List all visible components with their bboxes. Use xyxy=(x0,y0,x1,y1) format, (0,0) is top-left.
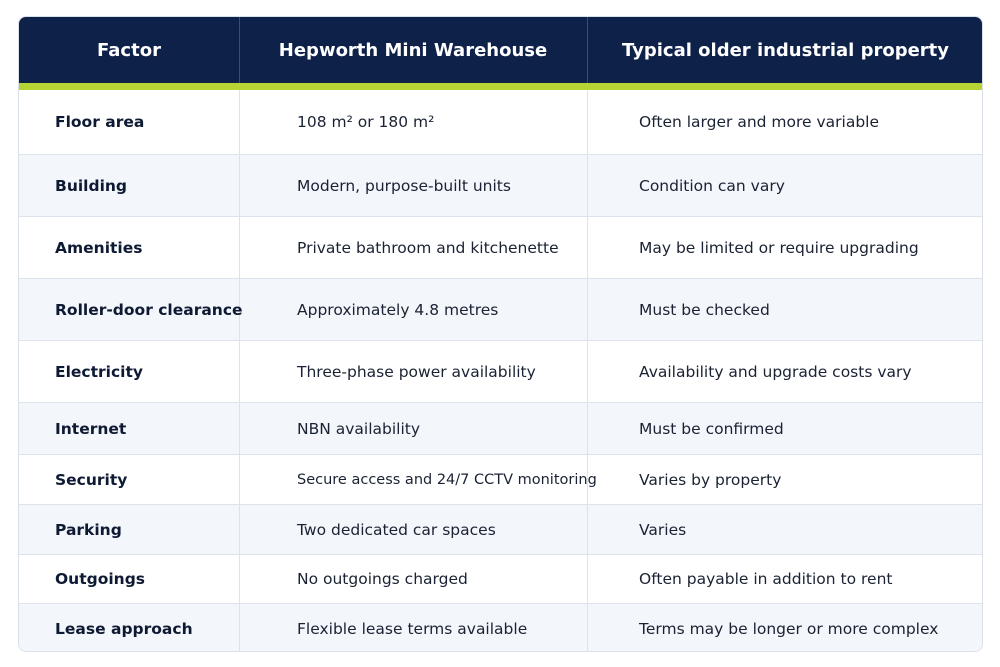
column-divider xyxy=(587,455,588,504)
column-divider xyxy=(239,555,240,603)
table-row: Lease approach Flexible lease terms avail… xyxy=(19,603,982,651)
table-row: Parking Two dedicated car spaces Varies xyxy=(19,504,982,554)
value-cell: Must be checked xyxy=(639,300,770,319)
column-divider xyxy=(587,403,588,454)
value-cell: Condition can vary xyxy=(639,176,785,195)
column-divider xyxy=(587,17,588,83)
factor-cell: Outgoings xyxy=(55,570,146,588)
column-divider xyxy=(239,455,240,504)
table-row: Outgoings No outgoings charged Often payab… xyxy=(19,554,982,603)
value-cell: Varies by property xyxy=(639,470,782,489)
factor-cell: Amenities xyxy=(55,238,143,257)
column-divider xyxy=(239,155,240,216)
column-divider xyxy=(587,604,588,651)
column-divider xyxy=(239,341,240,402)
value-cell: Private bathroom and kitchenette xyxy=(297,238,559,257)
table-row: Security Secure access and 24/7 CCTV moni… xyxy=(19,454,982,504)
value-cell: Modern, purpose-built units xyxy=(297,176,511,195)
value-cell: Three-phase power availability xyxy=(297,362,536,381)
factor-cell: Lease approach xyxy=(55,619,193,638)
value-cell: Flexible lease terms available xyxy=(297,619,528,638)
factor-cell: Electricity xyxy=(55,362,143,381)
table-row: Roller-door clearance Approximately 4.8 m… xyxy=(19,278,982,340)
column-divider xyxy=(587,155,588,216)
value-cell: Availability and upgrade costs vary xyxy=(639,362,912,381)
factor-cell: Floor area xyxy=(55,113,145,131)
comparison-table: Factor Hepworth Mini Warehouse Typical o… xyxy=(18,16,983,652)
table-row: Electricity Three-phase power availabilit… xyxy=(19,340,982,402)
column-divider xyxy=(587,505,588,554)
value-cell: NBN availability xyxy=(297,419,421,438)
column-divider xyxy=(239,17,240,83)
value-cell: Must be confirmed xyxy=(639,419,784,438)
factor-cell: Parking xyxy=(55,520,122,539)
factor-cell: Building xyxy=(55,176,128,195)
column-divider xyxy=(587,90,588,154)
header-cell: Typical older industrial property xyxy=(621,39,950,61)
value-cell: 108 m² or 180 m² xyxy=(297,113,435,131)
table-header: Factor Hepworth Mini Warehouse Typical o… xyxy=(19,17,982,83)
value-cell: Terms may be longer or more complex xyxy=(639,619,939,638)
header-cell: Hepworth Mini Warehouse xyxy=(278,39,548,61)
column-divider xyxy=(239,90,240,154)
column-divider xyxy=(239,505,240,554)
column-divider xyxy=(239,279,240,340)
factor-cell: Roller-door clearance xyxy=(55,300,243,319)
factor-cell: Internet xyxy=(55,419,127,438)
value-cell: No outgoings charged xyxy=(297,570,468,588)
value-cell: Often larger and more variable xyxy=(639,113,880,131)
factor-cell: Security xyxy=(55,470,128,489)
value-cell: Often payable in addition to rent xyxy=(639,570,893,588)
column-divider xyxy=(239,217,240,278)
value-cell: Varies xyxy=(639,520,687,539)
column-divider xyxy=(587,555,588,603)
table-row: Building Modern, purpose-built units Condi… xyxy=(19,154,982,216)
column-divider xyxy=(587,341,588,402)
column-divider xyxy=(239,403,240,454)
value-cell: Secure access and 24/7 CCTV monitoring xyxy=(297,471,597,488)
column-divider xyxy=(587,217,588,278)
value-cell: May be limited or require upgrading xyxy=(639,238,919,257)
table-row: Floor area 108 m² or 180 m² Often larger a… xyxy=(19,90,982,154)
header-cell: Factor xyxy=(97,39,161,61)
column-divider xyxy=(587,279,588,340)
header-accent xyxy=(19,83,982,90)
value-cell: Approximately 4.8 metres xyxy=(297,300,499,319)
column-divider xyxy=(239,604,240,651)
table-row: Internet NBN availability Must be confirme… xyxy=(19,402,982,454)
value-cell: Two dedicated car spaces xyxy=(297,520,496,539)
table-row: Amenities Private bathroom and kitchenett… xyxy=(19,216,982,278)
